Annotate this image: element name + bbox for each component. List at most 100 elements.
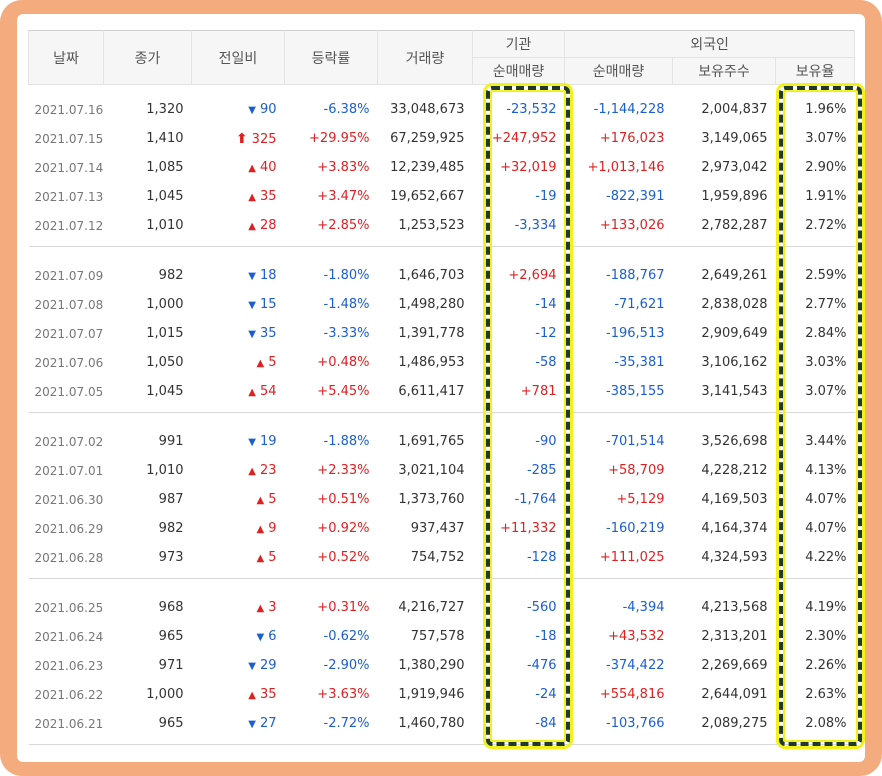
table-body: 2021.07.16 1,320 ▼ 90 -6.38% 33,048,673 -23,53… (28, 85, 855, 760)
cell-foreign-ratio: 4.07% (805, 492, 847, 507)
cell-rate: +3.63% (317, 687, 370, 702)
table-row[interactable]: 2021.06.22 1,000 ▲ 35 +3.63% 1,919,946 -24 +554… (29, 680, 855, 709)
table-row[interactable]: 2021.07.06 1,050 ▲ 5 +0.48% 1,486,953 -58 -35,3… (29, 348, 855, 377)
table-row[interactable]: 2021.06.24 965 ▼ 6 -0.62% 757,578 -18 +43,532 2,… (29, 622, 855, 651)
cell-rate: -1.88% (323, 434, 370, 449)
table-row[interactable]: 2021.06.29 982 ▲ 9 +0.92% 937,437 +11,332 -160,… (29, 514, 855, 543)
table-row[interactable]: 2021.06.25 968 ▲ 3 +0.31% 4,216,727 -560 -4,394… (29, 593, 855, 622)
cell-close: 1,010 (146, 218, 184, 233)
arrow-up-icon: ▲ (248, 163, 256, 174)
cell-date: 2021.06.30 (34, 492, 104, 507)
cell-rate: -1.48% (323, 297, 370, 312)
cell-foreign-ratio: 1.91% (805, 189, 847, 204)
table-row[interactable]: 2021.07.01 1,010 ▲ 23 +2.33% 3,021,104 -285 +58… (29, 456, 855, 485)
cell-close: 1,050 (146, 355, 184, 370)
col-header-volume[interactable]: 거래량 (377, 30, 473, 85)
col-header-foreign-net[interactable]: 순매매량 (564, 57, 673, 85)
cell-foreign-net: -188,767 (606, 268, 665, 283)
cell-volume: 67,259,925 (390, 131, 465, 146)
table-row[interactable]: 2021.07.15 1,410 ⬆ 325 +29.95% 67,259,925 +247… (29, 124, 855, 153)
cell-foreign-shares: 4,324,593 (701, 550, 768, 565)
cell-inst-net: -18 (535, 629, 557, 644)
cell-change: ▼ 27 (192, 709, 285, 738)
cell-change: ▼ 90 (192, 95, 285, 124)
table-row[interactable]: 2021.06.21 965 ▼ 27 -2.72% 1,460,780 -84 -103,7… (29, 709, 855, 738)
cell-change: ▲ 35 (192, 680, 285, 709)
cell-close: 971 (158, 658, 184, 673)
cell-inst-net: -90 (535, 434, 557, 449)
cell-change: ▲ 3 (192, 593, 285, 622)
cell-close: 1,010 (146, 463, 184, 478)
change-value: 5 (268, 492, 277, 507)
col-header-foreign-shares[interactable]: 보유주수 (672, 57, 776, 85)
change-value: 27 (259, 716, 277, 731)
arrow-up-icon: ▲ (248, 192, 256, 203)
arrow-up-icon: ▲ (256, 524, 265, 535)
table-row[interactable]: 2021.07.13 1,045 ▲ 35 +3.47% 19,652,667 -19 -82… (29, 182, 855, 211)
cell-foreign-shares: 4,213,568 (701, 600, 768, 615)
table-row[interactable]: 2021.07.07 1,015 ▼ 35 -3.33% 1,391,778 -12 -196… (29, 319, 855, 348)
table-row[interactable]: 2021.07.12 1,010 ▲ 28 +2.85% 1,253,523 -3,334 +… (29, 211, 855, 240)
cell-close: 965 (158, 716, 184, 731)
table-row[interactable]: 2021.07.09 982 ▼ 18 -1.80% 1,646,703 +2,694 -18… (29, 261, 855, 290)
cell-foreign-net: -701,514 (606, 434, 665, 449)
cell-foreign-ratio: 2.84% (805, 326, 847, 341)
cell-volume: 1,253,523 (398, 218, 465, 233)
table-row[interactable]: 2021.06.28 973 ▲ 5 +0.52% 754,752 -128 +111,025… (29, 543, 855, 572)
cell-foreign-net: -196,513 (606, 326, 665, 341)
cell-foreign-shares: 3,106,162 (701, 355, 768, 370)
cell-foreign-shares: 3,526,698 (701, 434, 768, 449)
cell-foreign-ratio: 2.72% (805, 218, 847, 233)
cell-volume: 1,380,290 (398, 658, 465, 673)
cell-close: 1,320 (146, 102, 184, 117)
change-value: 35 (259, 326, 277, 341)
change-value: 18 (259, 268, 277, 283)
cell-change: ▼ 35 (192, 319, 285, 348)
cell-rate: +0.48% (317, 355, 370, 370)
arrow-down-icon: ▼ (248, 271, 256, 282)
cell-rate: -0.62% (323, 629, 370, 644)
cell-rate: -6.38% (323, 102, 370, 117)
cell-foreign-net: +58,709 (608, 463, 665, 478)
cell-volume: 12,239,485 (390, 160, 465, 175)
cell-change: ▼ 19 (192, 427, 285, 456)
cell-inst-net: +781 (520, 384, 557, 399)
col-header-close[interactable]: 종가 (103, 30, 192, 85)
arrow-down-icon: ▼ (248, 300, 256, 311)
cell-foreign-net: -4,394 (622, 600, 665, 615)
group-divider (28, 738, 855, 745)
cell-rate: +5.45% (317, 384, 370, 399)
change-value: 35 (259, 189, 277, 204)
cell-foreign-ratio: 2.08% (805, 716, 847, 731)
cell-volume: 3,021,104 (398, 463, 465, 478)
change-value: 3 (268, 600, 277, 615)
cell-date: 2021.07.01 (34, 463, 104, 478)
arrow-down-icon: ▼ (248, 105, 256, 116)
change-value: 325 (251, 131, 277, 147)
cell-rate: +3.83% (317, 160, 370, 175)
table-row[interactable]: 2021.07.02 991 ▼ 19 -1.88% 1,691,765 -90 -701,5… (29, 427, 855, 456)
cell-inst-net: -24 (535, 687, 557, 702)
table-row[interactable]: 2021.07.14 1,085 ▲ 40 +3.83% 12,239,485 +32,01… (29, 153, 855, 182)
cell-inst-net: -285 (526, 463, 557, 478)
cell-foreign-ratio: 3.07% (805, 384, 847, 399)
col-header-change[interactable]: 전일비 (191, 30, 285, 85)
cell-date: 2021.07.14 (34, 160, 104, 175)
col-header-rate[interactable]: 등락률 (284, 30, 378, 85)
table-row[interactable]: 2021.07.05 1,045 ▲ 54 +5.45% 6,611,417 +781 -38… (29, 377, 855, 406)
cell-inst-net: -14 (535, 297, 557, 312)
cell-date: 2021.07.08 (34, 297, 104, 312)
cell-foreign-shares: 2,089,275 (701, 716, 768, 731)
cell-foreign-ratio: 4.22% (805, 550, 847, 565)
cell-date: 2021.07.05 (34, 384, 104, 399)
table-row[interactable]: 2021.07.08 1,000 ▼ 15 -1.48% 1,498,280 -14 -71,… (29, 290, 855, 319)
cell-inst-net: -58 (535, 355, 557, 370)
cell-foreign-net: +111,025 (599, 550, 665, 565)
table-row[interactable]: 2021.07.16 1,320 ▼ 90 -6.38% 33,048,673 -23,53… (29, 95, 855, 124)
col-header-inst-net[interactable]: 순매매량 (472, 57, 565, 85)
table-row[interactable]: 2021.06.23 971 ▼ 29 -2.90% 1,380,290 -476 -374,… (29, 651, 855, 680)
cell-foreign-ratio: 4.19% (805, 600, 847, 615)
col-header-foreign-ratio[interactable]: 보유율 (774, 57, 856, 85)
table-row[interactable]: 2021.06.30 987 ▲ 5 +0.51% 1,373,760 -1,764 +5,1… (29, 485, 855, 514)
col-header-date[interactable]: 날짜 (28, 30, 104, 85)
